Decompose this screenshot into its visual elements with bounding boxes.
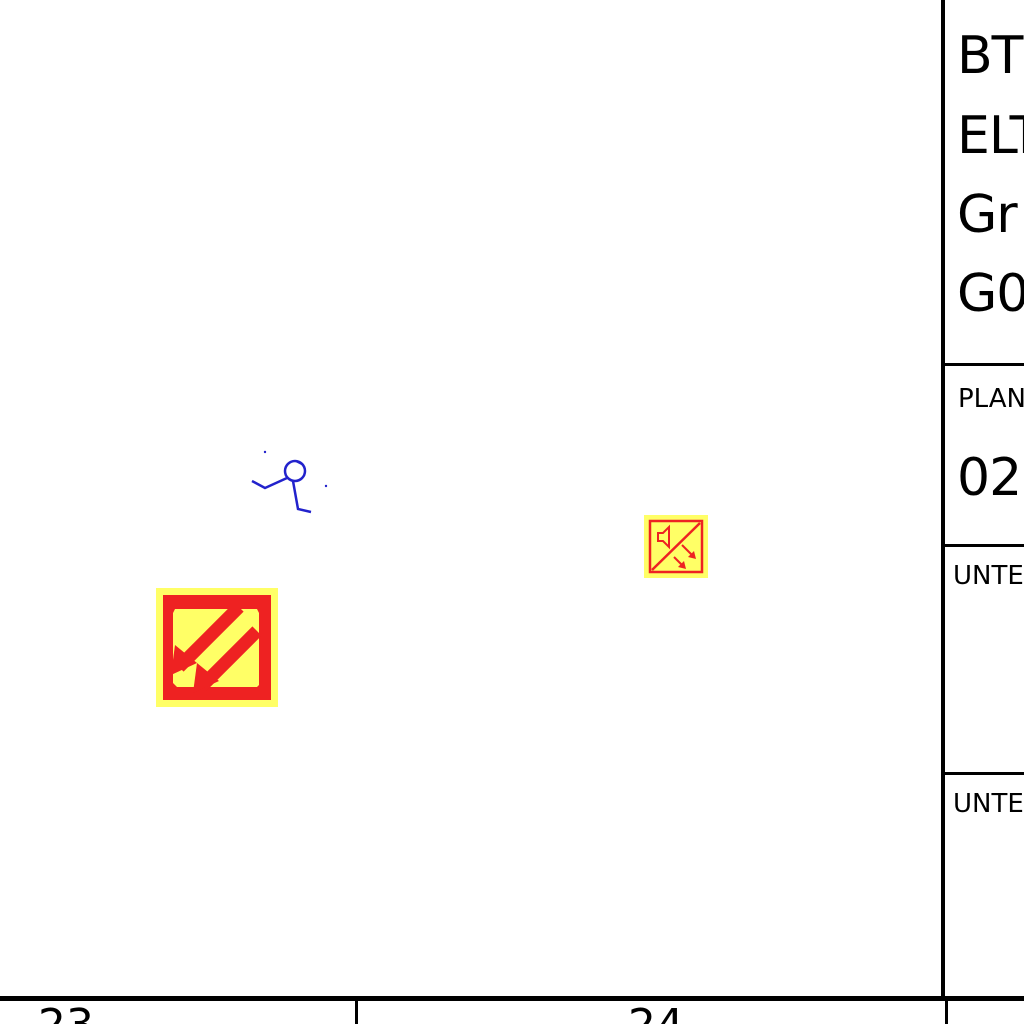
- ruler-tick: [945, 1000, 948, 1024]
- plan-label: PLAN: [958, 386, 1024, 412]
- title-block-divider: [943, 772, 1024, 775]
- person-icon: [251, 450, 328, 514]
- section-1-label: UNTE: [953, 563, 1024, 589]
- title-line-1: BT: [957, 30, 1023, 82]
- title-block-divider: [943, 544, 1024, 547]
- drawing-area: [156, 450, 708, 707]
- section-2-label: UNTE: [953, 791, 1024, 817]
- title-line-4: G0: [957, 268, 1024, 320]
- ruler-tick: [355, 1000, 358, 1024]
- plan-value: 02: [957, 452, 1022, 504]
- title-block-border: [941, 0, 945, 1000]
- emergency-exit-sign-icon: [156, 588, 278, 707]
- ruler-label-23: 23: [38, 1004, 94, 1024]
- alarm-speaker-sign-icon: [644, 515, 708, 578]
- ruler-label-24: 24: [628, 1004, 684, 1024]
- title-line-3: Gr: [957, 189, 1018, 241]
- ruler-border: [0, 996, 1024, 1001]
- title-line-2: ELT: [957, 110, 1024, 162]
- title-block-divider: [943, 363, 1024, 366]
